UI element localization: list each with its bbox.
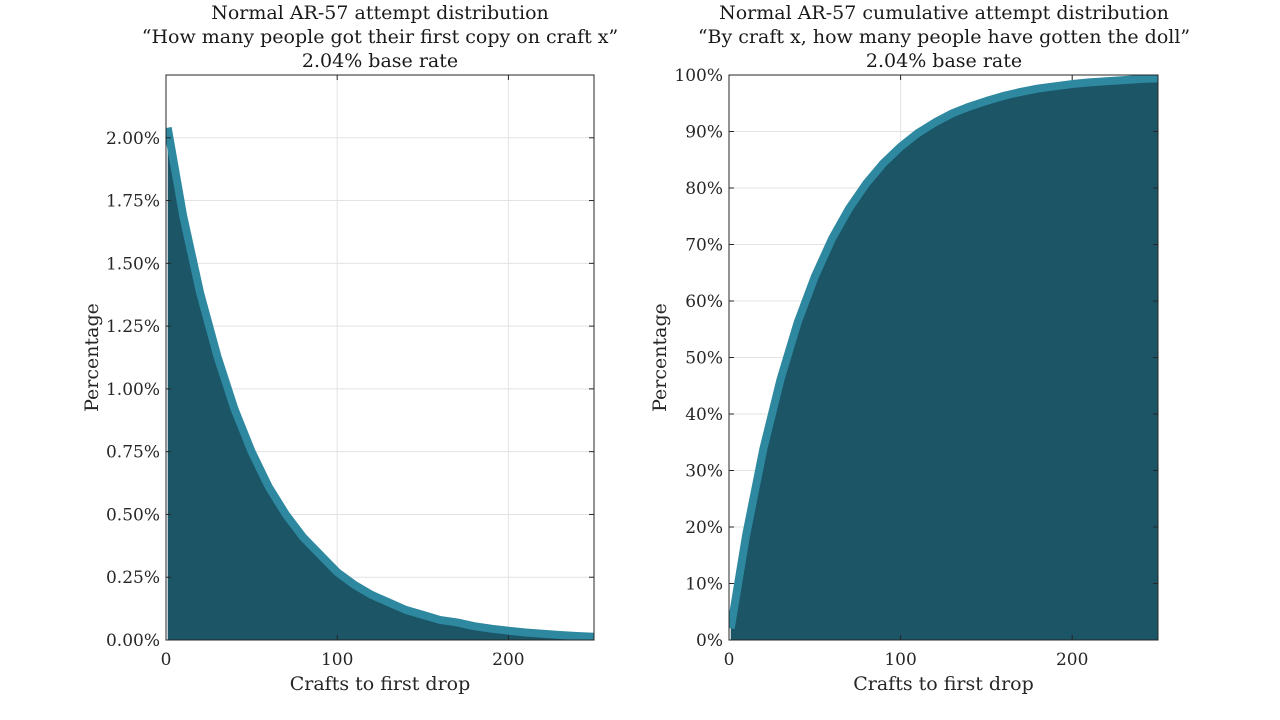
y-tick-label: 1.25% xyxy=(106,317,160,337)
y-tick-label: 30% xyxy=(685,462,723,482)
y-tick-label: 0% xyxy=(696,631,723,651)
x-tick-label: 200 xyxy=(1056,650,1088,670)
chart-title-line: Normal AR-57 attempt distribution xyxy=(211,2,549,24)
series-line xyxy=(166,127,594,640)
chart-title-line: Normal AR-57 cumulative attempt distribu… xyxy=(719,2,1169,24)
y-tick-label: 80% xyxy=(685,179,723,199)
y-tick-label: 0.75% xyxy=(106,443,160,463)
y-tick-label: 50% xyxy=(685,349,723,369)
area-fill xyxy=(167,127,594,640)
x-axis-label: Crafts to first drop xyxy=(290,673,471,695)
chart-title-line: “How many people got their first copy on… xyxy=(142,26,618,48)
chart-title-line: 2.04% base rate xyxy=(866,50,1022,72)
y-tick-label: 40% xyxy=(685,405,723,425)
x-tick-label: 100 xyxy=(884,650,916,670)
y-tick-label: 1.50% xyxy=(106,254,160,274)
y-tick-label: 0.25% xyxy=(106,568,160,588)
x-tick-label: 100 xyxy=(321,650,353,670)
x-tick-label: 0 xyxy=(724,650,735,670)
attempt-distribution-chart: 0.00% 0.25% 0.50% 0.75% 1.00% 1.25% 1.50% 1.75%… xyxy=(81,2,618,695)
y-tick-label: 1.75% xyxy=(106,192,160,212)
y-tick-label: 2.00% xyxy=(106,129,160,149)
y-tick-label: 0.00% xyxy=(106,631,160,651)
area-fill xyxy=(730,78,1158,640)
chart-title-line: 2.04% base rate xyxy=(302,50,458,72)
y-tick-label: 0.50% xyxy=(106,505,160,525)
y-tick-label: 100% xyxy=(674,66,723,86)
y-tick-label: 1.00% xyxy=(106,380,160,400)
x-tick-label: 200 xyxy=(492,650,524,670)
axes-box xyxy=(165,74,595,641)
y-axis-label: Percentage xyxy=(649,303,671,412)
y-tick-label: 90% xyxy=(685,123,723,143)
x-axis-label: Crafts to first drop xyxy=(853,673,1034,695)
cumulative-distribution-chart: 0% 10% 20% 30% 40% 50% 60% 70% 80% 90% 100% 0 100 200… xyxy=(649,2,1190,695)
x-tick-label: 0 xyxy=(161,650,172,670)
y-tick-label: 20% xyxy=(685,518,723,538)
y-tick-label: 70% xyxy=(685,236,723,256)
series-line xyxy=(729,75,1158,630)
y-tick-label: 10% xyxy=(685,575,723,595)
chart-title-line: “By craft x, how many people have gotten… xyxy=(698,26,1190,48)
y-axis-label: Percentage xyxy=(81,303,103,412)
y-tick-label: 60% xyxy=(685,292,723,312)
